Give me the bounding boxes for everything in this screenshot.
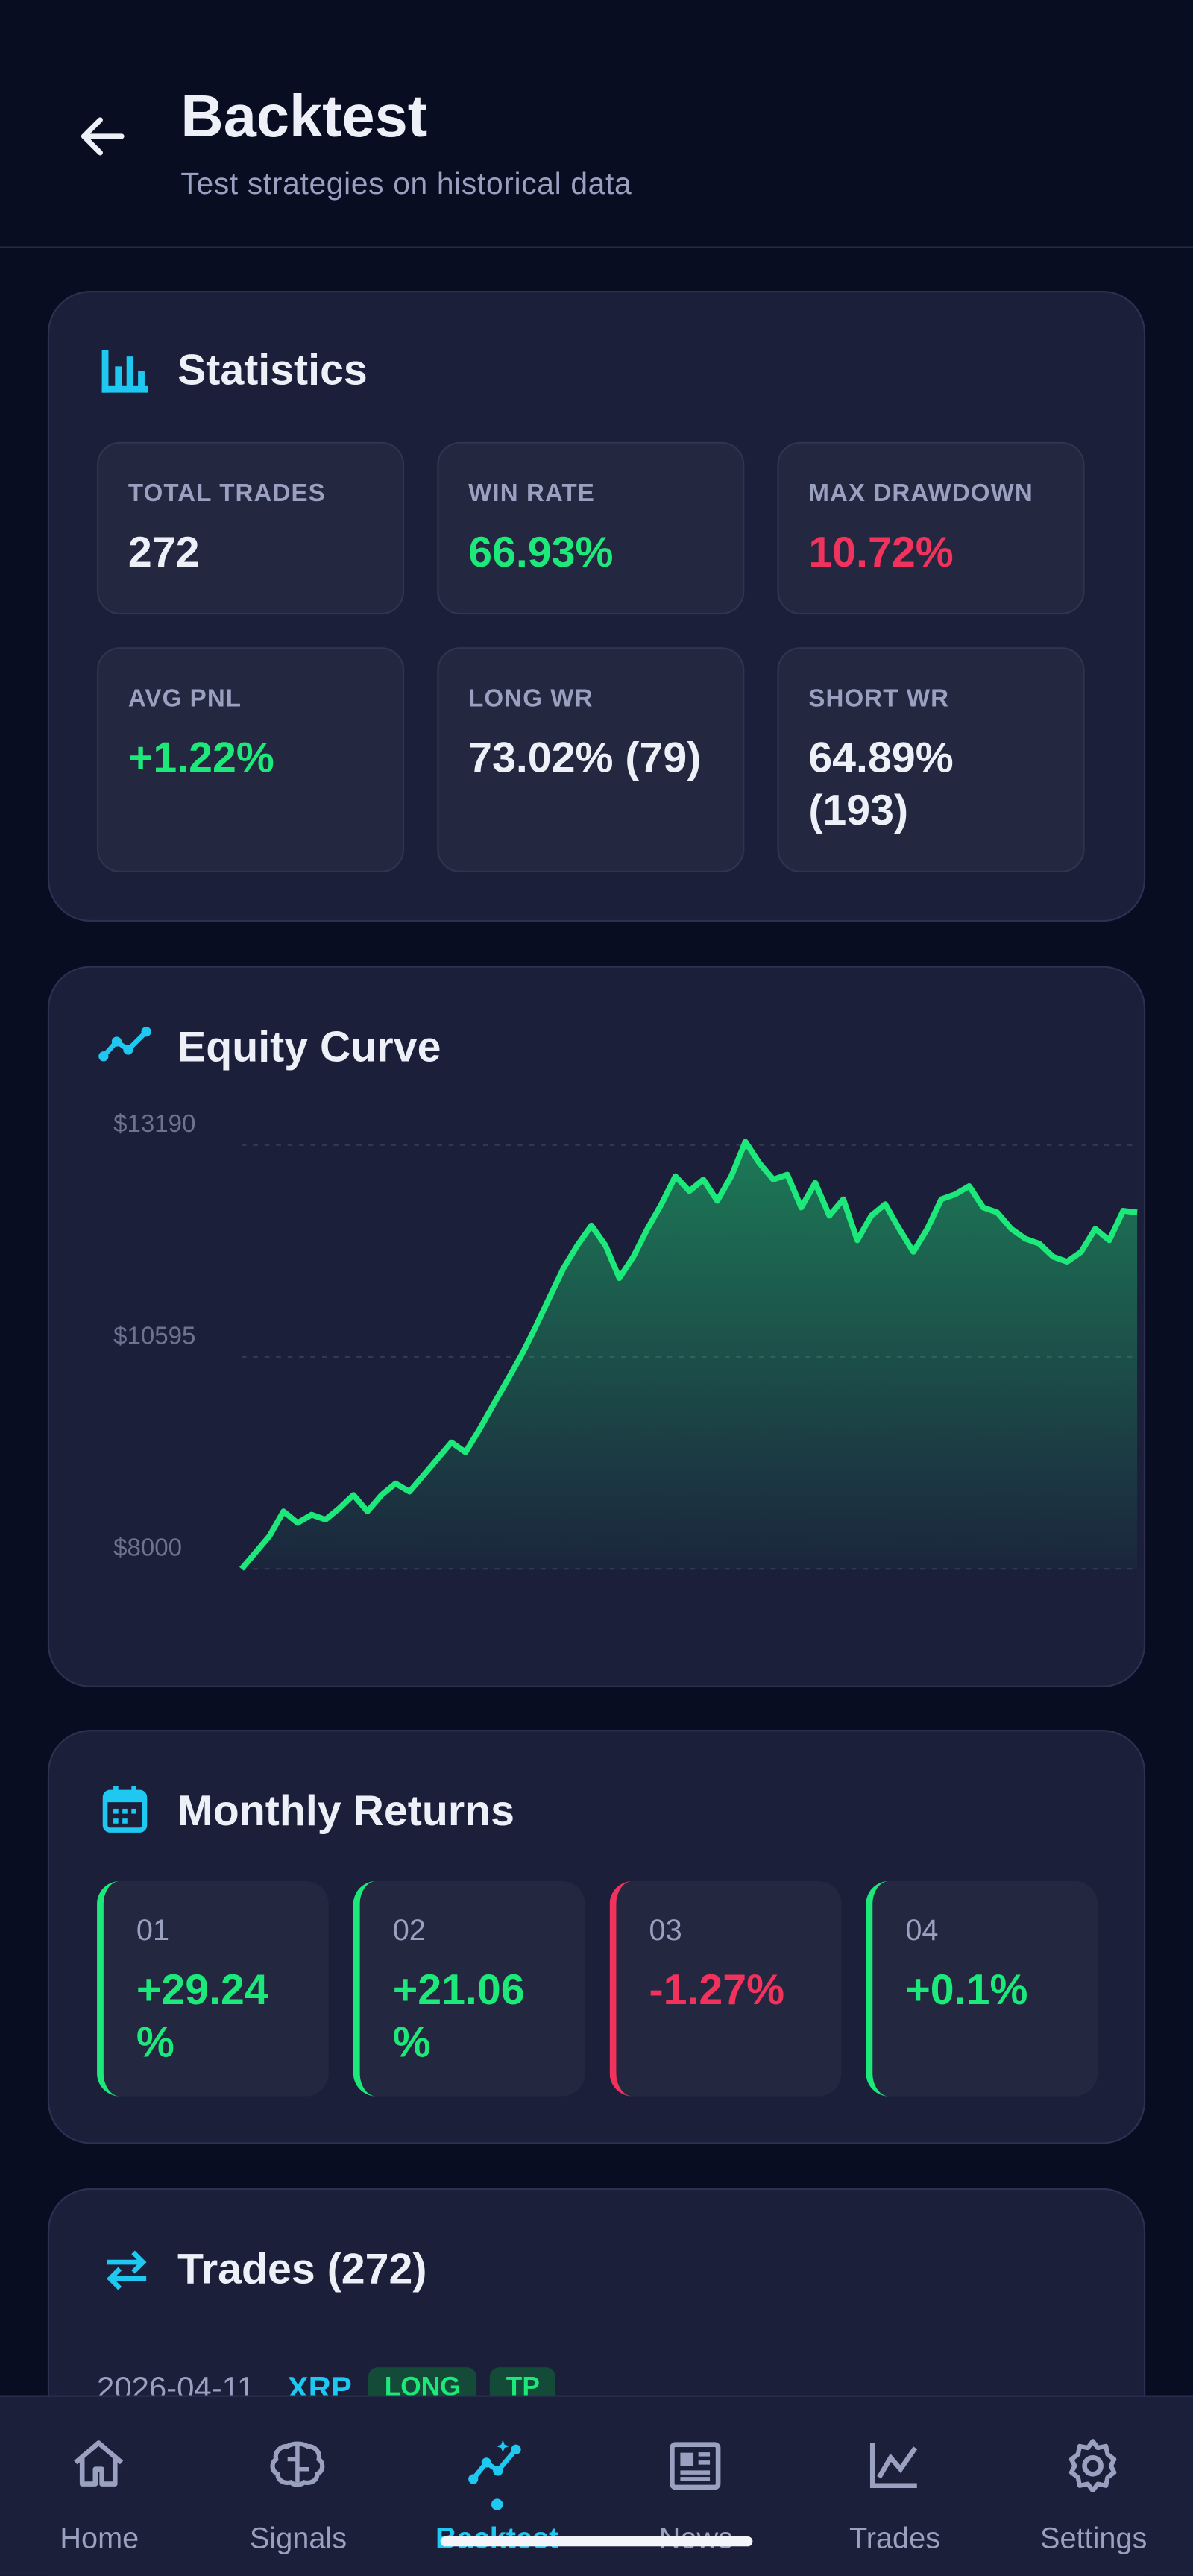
nav-label: Settings bbox=[1039, 2522, 1148, 2555]
stat-label: MAX DRAWDOWN bbox=[808, 479, 1033, 508]
stat-tile: AVG PNL +1.22% bbox=[97, 647, 405, 873]
stat-tile: MAX DRAWDOWN 10.72% bbox=[777, 441, 1085, 615]
month-tile: 03 -1.27% bbox=[609, 1880, 842, 2097]
nav-icon bbox=[468, 2440, 521, 2484]
nav-item[interactable]: Home bbox=[0, 2397, 199, 2576]
stat-label: TOTAL TRADES bbox=[128, 479, 326, 508]
y-tick-label: $13190 bbox=[113, 1110, 195, 1138]
nav-label: Signals bbox=[249, 2522, 347, 2555]
y-tick-label: $10595 bbox=[113, 1322, 195, 1350]
month-label: 03 bbox=[649, 1913, 682, 1947]
stat-tile: SHORT WR 64.89% (193) bbox=[777, 647, 1085, 873]
nav-icon bbox=[869, 2443, 918, 2489]
swap-icon bbox=[106, 2250, 147, 2290]
bottom-nav: Home Signals BacktestNews Trades Settings bbox=[0, 2395, 1193, 2576]
nav-item[interactable]: News bbox=[596, 2397, 796, 2576]
nav-icon bbox=[670, 2442, 721, 2490]
month-value: +29.24% bbox=[136, 1965, 268, 2067]
month-tile: 02 +21.06% bbox=[353, 1880, 585, 2097]
back-button[interactable] bbox=[72, 108, 131, 167]
stat-value: 64.89% (193) bbox=[808, 732, 954, 835]
stat-label: WIN RATE bbox=[468, 479, 595, 508]
month-value: +21.06% bbox=[392, 1965, 525, 2067]
page-title: Backtest bbox=[180, 82, 428, 150]
stat-tile: LONG WR 73.02% (79) bbox=[437, 647, 745, 873]
stat-value: 272 bbox=[128, 527, 200, 577]
chart-title: Equity Curve bbox=[177, 1021, 441, 1071]
card-title: Monthly Returns bbox=[177, 1786, 515, 1836]
page-subtitle: Test strategies on historical data bbox=[180, 166, 632, 201]
home-indicator bbox=[440, 2536, 753, 2547]
stats-icon bbox=[101, 350, 148, 393]
month-tile: 04 +0.1% bbox=[866, 1880, 1098, 2097]
stat-tile: TOTAL TRADES 272 bbox=[97, 441, 405, 615]
nav-item[interactable]: Trades bbox=[796, 2397, 995, 2576]
nav-label: Home bbox=[60, 2522, 139, 2555]
stat-label: LONG WR bbox=[468, 684, 594, 714]
card-title: Statistics bbox=[177, 344, 368, 394]
y-tick-label: $8000 bbox=[113, 1534, 182, 1562]
card-title: Trades (272) bbox=[177, 2243, 427, 2293]
nav-label: Trades bbox=[849, 2522, 941, 2555]
month-tile: 01 +29.24% bbox=[97, 1880, 329, 2097]
stat-value: 66.93% bbox=[468, 527, 614, 577]
stat-value: 10.72% bbox=[808, 527, 954, 577]
month-value: +0.1% bbox=[905, 1965, 1028, 2015]
month-label: 04 bbox=[905, 1913, 939, 1947]
equity-icon bbox=[98, 1027, 151, 1062]
nav-item[interactable]: Settings bbox=[994, 2397, 1193, 2576]
nav-icon bbox=[1068, 2439, 1117, 2492]
stat-label: SHORT WR bbox=[808, 684, 950, 714]
active-dot bbox=[491, 2498, 503, 2510]
stat-value: +1.22% bbox=[128, 732, 274, 782]
equity-chart: $8000 $10595 $13190 bbox=[113, 1110, 1138, 1571]
equity-area bbox=[241, 1141, 1138, 1569]
stat-tile: WIN RATE 66.93% bbox=[437, 441, 745, 615]
stat-label: AVG PNL bbox=[128, 684, 242, 714]
stat-value: 73.02% (79) bbox=[468, 732, 702, 782]
divider bbox=[0, 246, 1193, 248]
calendar-icon bbox=[102, 1786, 148, 1833]
nav-icon bbox=[74, 2440, 124, 2487]
month-label: 02 bbox=[392, 1913, 426, 1947]
nav-item[interactable]: Backtest bbox=[397, 2397, 596, 2576]
equity-line bbox=[239, 1139, 1138, 1571]
month-label: 01 bbox=[136, 1913, 170, 1947]
nav-icon bbox=[270, 2441, 325, 2487]
nav-item[interactable]: Signals bbox=[199, 2397, 398, 2576]
month-value: -1.27% bbox=[649, 1965, 785, 2015]
